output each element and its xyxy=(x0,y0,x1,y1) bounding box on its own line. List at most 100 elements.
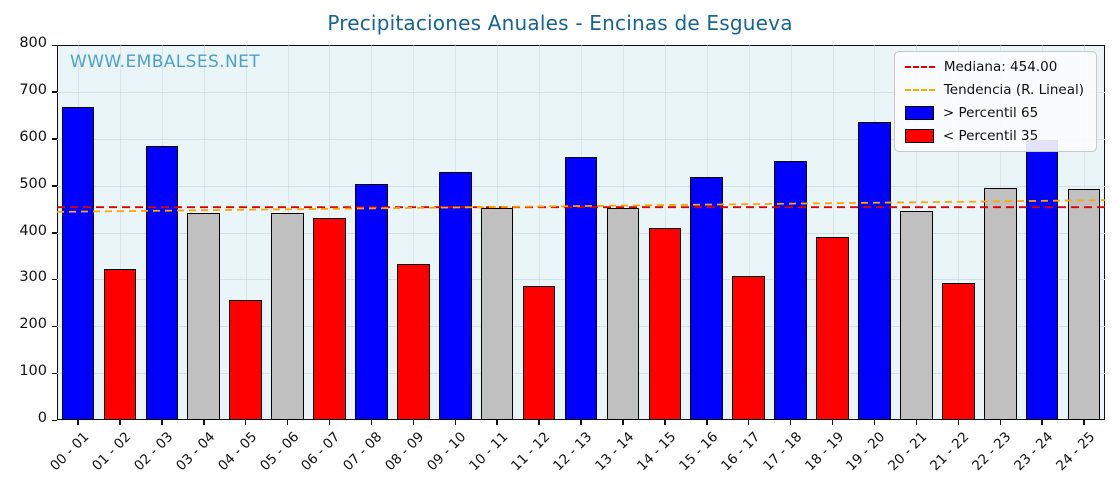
chart-title: Precipitaciones Anuales - Encinas de Esg… xyxy=(327,11,793,35)
y-tick-mark xyxy=(52,372,57,375)
grid-line-v xyxy=(413,45,415,420)
x-tick-label: 00 - 01 xyxy=(47,429,93,475)
x-tick-mark xyxy=(454,420,457,425)
x-tick-label: 20 - 21 xyxy=(885,429,931,475)
x-tick-mark xyxy=(580,420,582,425)
x-tick-mark xyxy=(119,420,121,425)
below-percentile-swatch xyxy=(904,129,934,143)
x-tick-mark xyxy=(161,420,163,425)
legend-label-below: < Percentil 35 xyxy=(942,128,1039,144)
x-tick-label: 04 - 05 xyxy=(214,429,260,475)
y-tick-mark xyxy=(52,185,57,187)
x-tick-mark xyxy=(1083,420,1085,425)
x-tick-mark xyxy=(328,420,331,425)
y-tick-label: 200 xyxy=(19,316,47,333)
grid-line-v xyxy=(245,45,247,420)
bar-mid xyxy=(1067,189,1101,420)
above-percentile-swatch xyxy=(904,106,934,120)
legend-label-median: Mediana: 454.00 xyxy=(943,59,1058,75)
trend-line-swatch xyxy=(904,89,935,91)
x-tick-mark xyxy=(873,420,876,425)
y-tick-mark xyxy=(52,325,57,328)
grid-line-h xyxy=(57,91,1105,93)
bar-below xyxy=(816,236,849,420)
x-tick-label: 17 - 18 xyxy=(759,429,805,475)
grid-line-v xyxy=(832,45,834,420)
grid-line-h xyxy=(57,138,1105,140)
bar-below xyxy=(732,276,765,420)
y-tick-mark xyxy=(52,138,57,140)
bar-below xyxy=(229,299,262,420)
x-tick-mark xyxy=(286,420,289,425)
x-tick-label: 21 - 22 xyxy=(927,429,973,475)
bar-below xyxy=(397,264,430,420)
x-tick-mark xyxy=(915,420,918,425)
grid-line-v xyxy=(958,45,960,420)
x-tick-label: 18 - 19 xyxy=(801,429,847,475)
x-tick-mark xyxy=(538,420,540,425)
x-tick-label: 02 - 03 xyxy=(130,429,177,475)
grid-line-v xyxy=(748,45,750,420)
x-tick-mark xyxy=(706,420,708,425)
y-tick-label: 500 xyxy=(19,175,47,192)
y-tick-label: 800 xyxy=(19,35,47,51)
x-tick-mark xyxy=(831,420,834,425)
bar-above xyxy=(438,171,472,420)
y-tick-mark xyxy=(52,44,57,46)
x-tick-label: 07 - 08 xyxy=(340,429,386,475)
bar-above xyxy=(774,161,807,421)
x-tick-mark xyxy=(370,420,373,425)
grid-line-v xyxy=(539,45,541,420)
x-tick-mark xyxy=(622,420,624,425)
bar-mid xyxy=(187,213,221,420)
x-tick-mark xyxy=(203,420,205,425)
x-tick-mark xyxy=(747,420,750,425)
y-tick-mark xyxy=(52,91,57,93)
y-tick-label: 100 xyxy=(19,363,47,380)
x-tick-label: 24 - 25 xyxy=(1053,429,1099,475)
bar-mid xyxy=(271,213,304,420)
bar-above xyxy=(564,156,598,420)
bar-above xyxy=(145,145,179,420)
legend-label-trend: Tendencia (R. Lineal) xyxy=(943,82,1084,98)
x-tick-mark xyxy=(496,420,498,425)
bar-above xyxy=(690,176,724,420)
y-tick-label: 0 xyxy=(37,410,47,426)
y-tick-mark xyxy=(52,278,57,281)
bar-below xyxy=(103,268,137,420)
x-tick-label: 23 - 24 xyxy=(1011,429,1057,475)
x-tick-label: 08 - 09 xyxy=(382,429,428,475)
x-tick-mark xyxy=(664,420,666,425)
bar-above xyxy=(355,184,388,420)
bar-above xyxy=(1025,140,1059,420)
y-tick-label: 600 xyxy=(19,128,47,145)
x-tick-label: 12 - 13 xyxy=(550,429,596,475)
x-tick-label: 10 - 11 xyxy=(466,429,512,475)
x-tick-label: 09 - 10 xyxy=(424,429,470,475)
x-tick-label: 03 - 04 xyxy=(172,429,219,475)
x-tick-label: 16 - 17 xyxy=(717,429,763,475)
legend-item-above-percentile: > Percentil 65 xyxy=(904,105,1084,121)
legend-item-below-percentile: < Percentil 35 xyxy=(904,128,1084,144)
legend-item-median: Mediana: 454.00 xyxy=(904,59,1084,75)
x-tick-label: 19 - 20 xyxy=(843,429,889,475)
x-tick-mark xyxy=(77,420,79,425)
x-tick-label: 11 - 12 xyxy=(508,429,554,475)
x-tick-label: 01 - 02 xyxy=(89,429,135,475)
x-tick-mark xyxy=(244,420,247,425)
bar-mid xyxy=(900,211,933,420)
y-tick-mark xyxy=(52,419,57,421)
bar-below xyxy=(648,228,682,420)
x-tick-mark xyxy=(789,420,792,425)
y-tick-label: 300 xyxy=(19,269,47,286)
x-tick-mark xyxy=(412,420,415,425)
legend-label-above: > Percentil 65 xyxy=(942,105,1039,121)
bar-mid xyxy=(480,207,514,420)
x-tick-mark xyxy=(1041,420,1043,425)
x-tick-label: 15 - 16 xyxy=(675,429,722,475)
x-tick-label: 05 - 06 xyxy=(256,429,302,475)
bar-mid xyxy=(606,207,640,420)
x-tick-label: 14 - 15 xyxy=(634,429,680,475)
legend: Mediana: 454.00 Tendencia (R. Lineal) > … xyxy=(893,51,1097,152)
